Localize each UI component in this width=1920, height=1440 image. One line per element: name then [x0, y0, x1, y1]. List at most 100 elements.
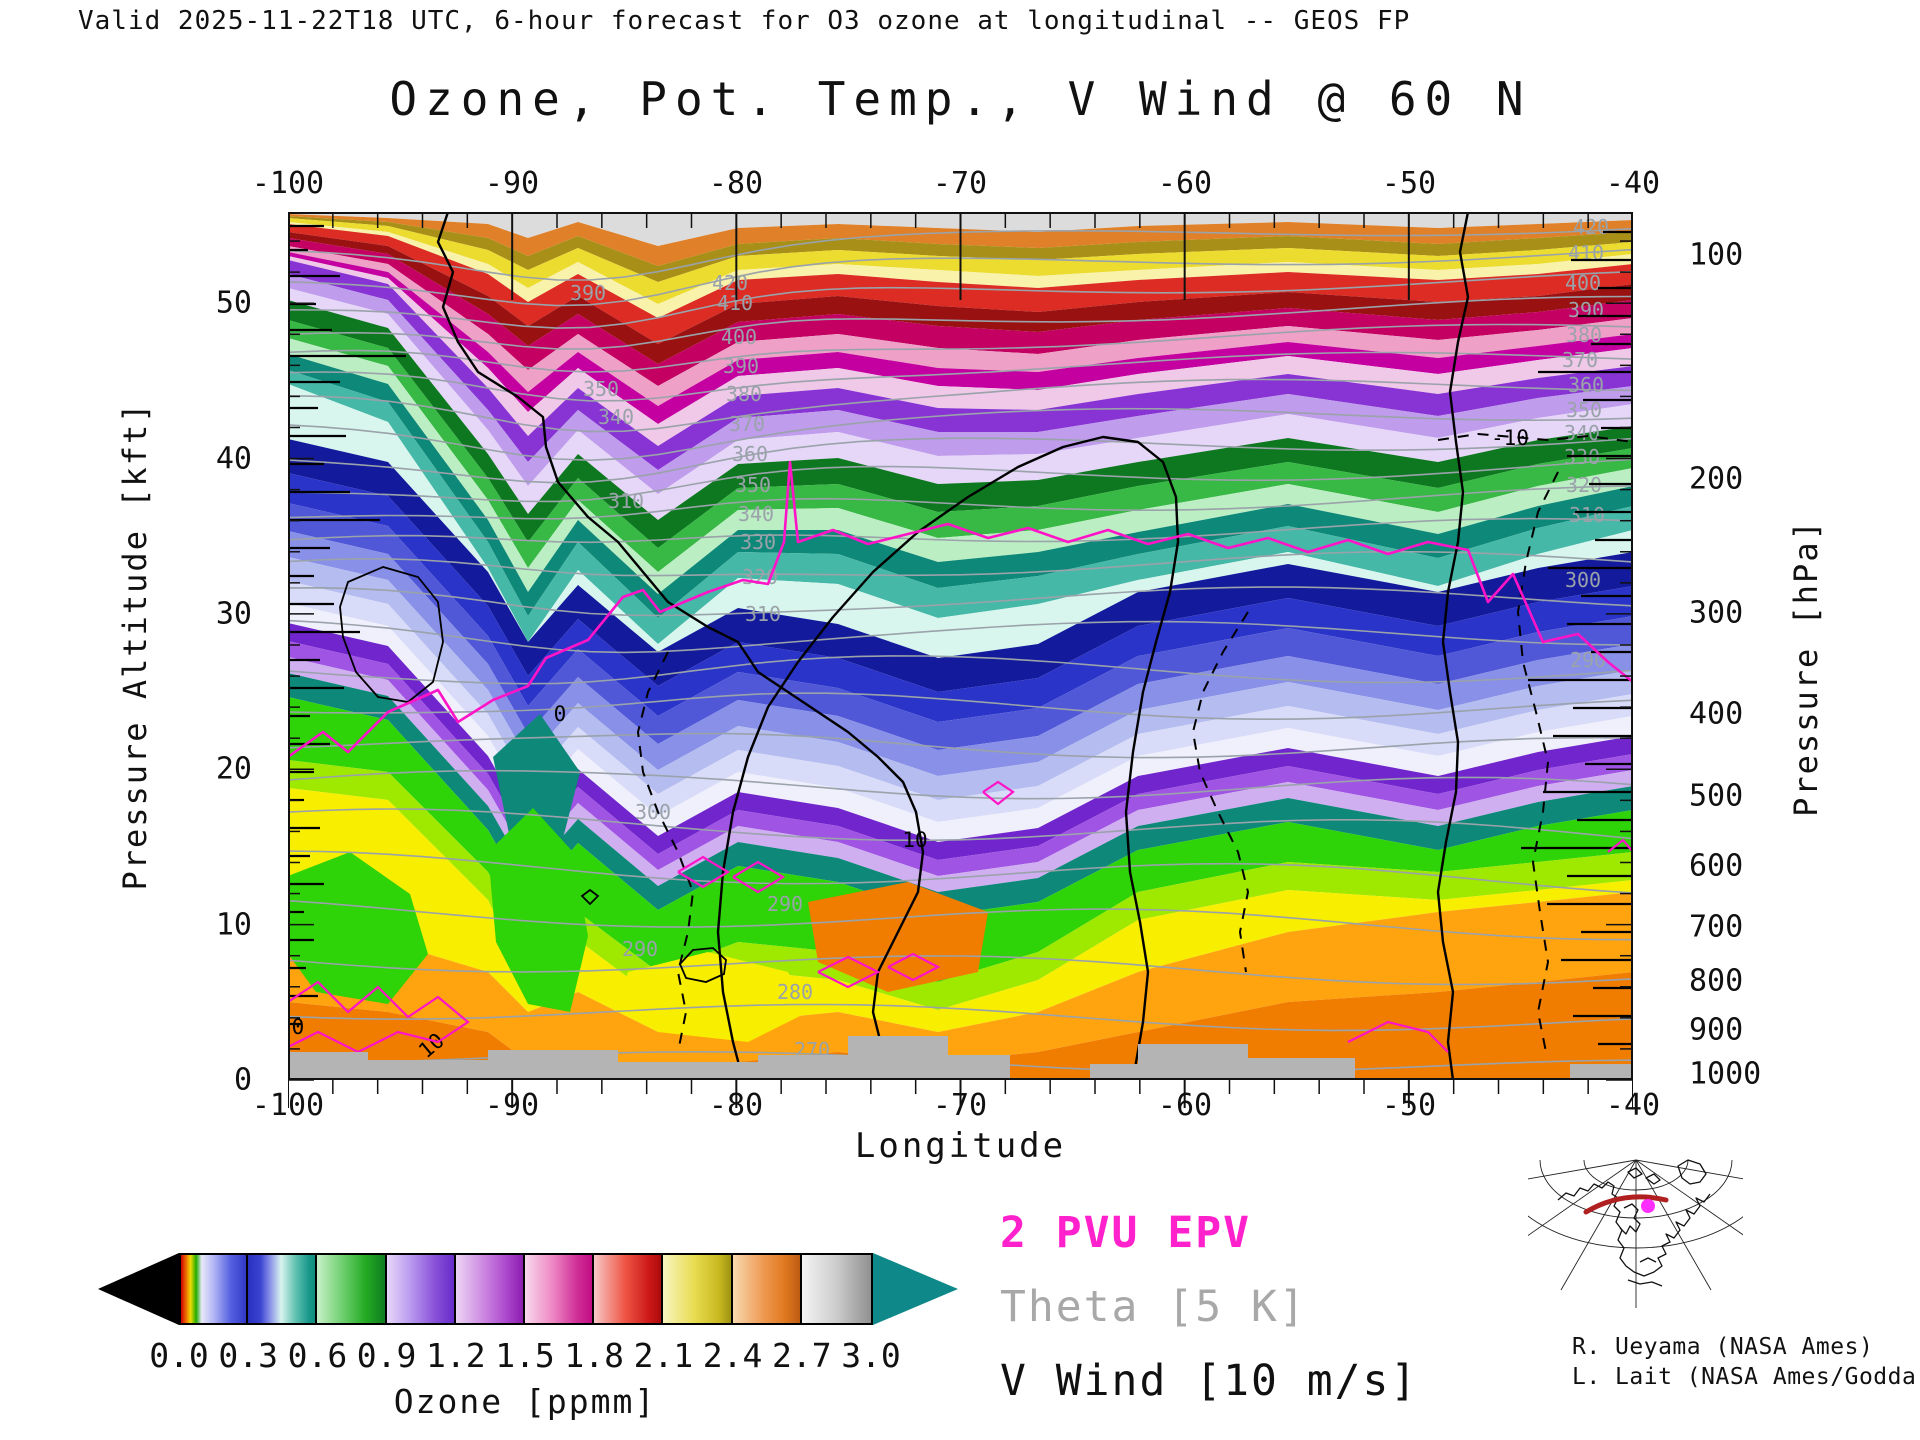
theta-contour-label: 340	[598, 405, 634, 429]
theta-contour-label: 350	[583, 377, 619, 401]
x-tick-top: -70	[932, 166, 988, 201]
y-right-tick: 700	[1689, 909, 1744, 945]
cross-section-plot: 4204104003903803703603503403303203104204…	[288, 212, 1633, 1108]
vwind-contour-label: 0	[292, 1015, 305, 1039]
theta-contour-label: 350	[735, 473, 771, 497]
theta-contour-label: 400	[1565, 271, 1601, 295]
y-left-tick: 50	[215, 285, 252, 321]
colorbar-right-arrow	[873, 1253, 958, 1325]
legend-theta: Theta [5 K]	[1000, 1282, 1307, 1332]
colorbar-tick-label: 1.2	[425, 1336, 486, 1375]
y-left-tick: 40	[215, 441, 252, 477]
valid-line: Valid 2025-11-22T18 UTC, 6-hour forecast…	[78, 6, 1411, 36]
credit-line-2: L. Lait (NASA Ames/Goddard)	[1572, 1364, 1920, 1390]
legend-vwind: V Wind [10 m/s]	[1000, 1356, 1419, 1406]
colorbar-tick-label: 0.9	[356, 1336, 417, 1375]
y-left-tick: 30	[215, 596, 252, 632]
colorbar-segment	[523, 1253, 597, 1325]
colorbar-segment	[179, 1253, 253, 1325]
y-right-tick: 100	[1689, 237, 1744, 273]
theta-contour-label: 310	[1569, 503, 1605, 527]
theta-contour-label: 370	[1562, 348, 1598, 372]
colorbar-tick-label: 2.4	[702, 1336, 763, 1375]
y-right-axis-title: Pressure [hPa]	[1787, 519, 1825, 817]
colorbar-tick-label: 1.5	[495, 1336, 555, 1375]
theta-contour-label: 410	[1568, 241, 1604, 265]
x-tick-top: -90	[484, 166, 540, 201]
x-tick-top: -80	[708, 166, 764, 201]
colorbar-tick-label: 2.1	[633, 1336, 694, 1375]
colorbar-segment	[799, 1253, 873, 1325]
credit-line-1: R. Ueyama (NASA Ames)	[1572, 1334, 1874, 1360]
plot-title: Ozone, Pot. Temp., V Wind @ 60 N	[389, 72, 1532, 126]
legend-epv: 2 PVU EPV	[1000, 1208, 1251, 1258]
x-tick-bottom: -100	[251, 1088, 325, 1123]
theta-contour-label: 280	[777, 980, 813, 1004]
x-tick-bottom: -40	[1605, 1088, 1661, 1123]
x-axis-title: Longitude	[854, 1126, 1067, 1166]
x-tick-top: -60	[1157, 166, 1213, 201]
theta-contour-label: 340	[1564, 421, 1600, 445]
y-left-tick: 0	[233, 1062, 252, 1098]
theta-contour-label: 310	[745, 602, 781, 626]
theta-contour-label: 310	[608, 489, 644, 513]
colorbar-title: Ozone [ppmm]	[393, 1382, 657, 1421]
y-right-tick: 300	[1689, 595, 1744, 631]
colorbar-tick-label: 0.6	[287, 1336, 348, 1375]
y-left-tick: 20	[215, 751, 252, 787]
y-right-tick: 1000	[1689, 1056, 1762, 1092]
theta-contour-label: 400	[721, 325, 757, 349]
theta-contour-label: 390	[723, 354, 759, 378]
colorbar-tick-label: 1.8	[564, 1336, 624, 1375]
colorbar-segment	[661, 1253, 735, 1325]
colorbar-tick-label: 2.7	[771, 1336, 832, 1375]
colorbar-segment	[315, 1253, 389, 1325]
x-tick-top: -50	[1381, 166, 1437, 201]
y-right-tick: 400	[1689, 696, 1744, 732]
vwind-contour-label: 0	[554, 702, 567, 726]
theta-contour-label: 420	[712, 271, 748, 295]
theta-contour-label: 340	[738, 502, 774, 526]
x-tick-bottom: -60	[1157, 1088, 1213, 1123]
x-tick-bottom: -80	[708, 1088, 764, 1123]
y-right-tick: 200	[1689, 461, 1744, 497]
colorbar-segment	[592, 1253, 666, 1325]
colorbar-segment	[384, 1253, 458, 1325]
colorbar-tick-label: 0.0	[149, 1336, 209, 1375]
theta-contour-label: 390	[570, 281, 606, 305]
y-right-tick: 800	[1689, 963, 1744, 999]
y-right-tick: 900	[1689, 1012, 1744, 1048]
x-tick-bottom: -50	[1381, 1088, 1437, 1123]
theta-contour-label: 290	[622, 937, 658, 961]
vwind-contour-label: 10	[902, 828, 927, 852]
colorbar-segment	[453, 1253, 527, 1325]
theta-contour-label: 410	[717, 291, 753, 315]
colorbar-tick-label: 0.3	[218, 1336, 278, 1375]
x-tick-top: -100	[251, 166, 325, 201]
colorbar-segment	[730, 1253, 804, 1325]
theta-contour-label: 380	[726, 382, 762, 406]
theta-contour-label: 360	[1568, 373, 1604, 397]
locator-map	[1528, 1159, 1743, 1308]
theta-contour-label: 330	[740, 530, 776, 554]
colorbar-segment	[246, 1253, 320, 1325]
theta-contour-label: 370	[729, 412, 765, 436]
y-right-tick: 500	[1689, 778, 1744, 814]
theta-contour-label: 420	[1573, 215, 1609, 239]
x-tick-bottom: -70	[932, 1088, 988, 1123]
y-left-axis-title: Pressure Altitude [kft]	[116, 401, 154, 891]
theta-contour-label: 300	[1565, 568, 1601, 592]
y-left-tick: 10	[215, 907, 252, 943]
colorbar-left-arrow	[98, 1253, 179, 1325]
theta-contour-label: 390	[1568, 298, 1604, 322]
vwind-contour-label: -10	[1491, 426, 1529, 450]
y-right-tick: 600	[1689, 848, 1744, 884]
theta-contour-label: 290	[767, 892, 803, 916]
theta-contour-label: 350	[1566, 398, 1602, 422]
colorbar-tick-label: 3.0	[841, 1336, 901, 1375]
theta-contour-label: 300	[635, 800, 671, 824]
x-tick-bottom: -90	[484, 1088, 540, 1123]
theta-contour-label: 360	[732, 442, 768, 466]
x-tick-top: -40	[1605, 166, 1661, 201]
